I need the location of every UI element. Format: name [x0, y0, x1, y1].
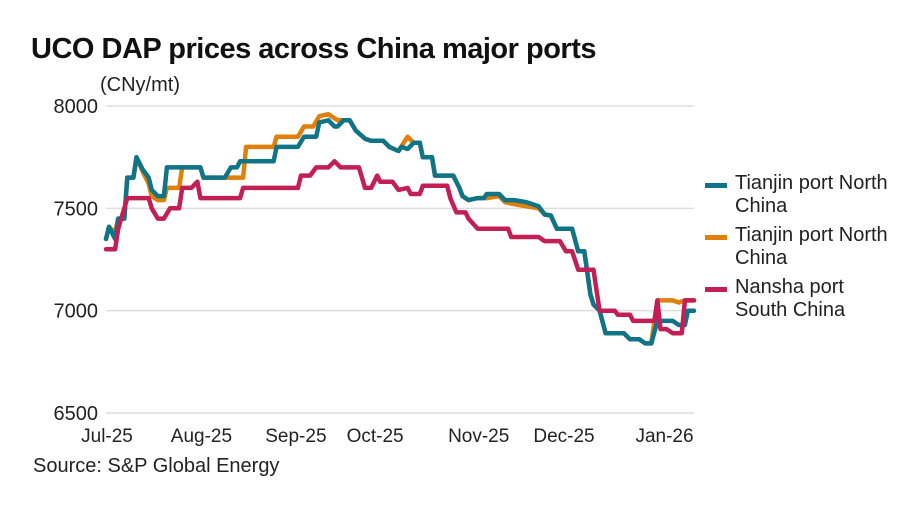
y-tick-label: 6500 — [54, 403, 99, 425]
legend-item: Tianjin port North China — [705, 224, 895, 270]
y-tick-label: 7500 — [54, 198, 99, 220]
legend-label: Tianjin port North China — [735, 172, 888, 217]
chart-title: UCO DAP prices across China major ports — [31, 33, 596, 65]
y-axis-unit-label: (CNy/mt) — [100, 74, 180, 96]
gridlines — [106, 105, 694, 414]
legend-swatch — [705, 235, 727, 240]
legend-swatch — [705, 287, 727, 292]
legend: Tianjin port North China Tianjin port Nor… — [705, 172, 895, 328]
x-tick-label: Jan-26 — [635, 426, 693, 447]
x-tick-label: Dec-25 — [533, 426, 594, 447]
series-line-1 — [103, 118, 697, 346]
legend-label: Tianjin port North China — [735, 224, 888, 269]
x-axis-ticks: Jul-25 Aug-25 Sep-25 Oct-25 Nov-25 Dec-25 Jan-… — [81, 426, 693, 447]
x-tick-label: Jul-25 — [81, 426, 133, 447]
source-note: Source: S&P Global Energy — [33, 455, 280, 477]
legend-item: Tianjin port North China — [705, 172, 895, 218]
y-tick-label: 7000 — [54, 301, 99, 323]
legend-swatch — [705, 183, 727, 188]
x-tick-label: Sep-25 — [265, 426, 326, 447]
series-line-3 — [103, 159, 697, 336]
legend-item: Nansha port South China — [705, 276, 895, 322]
x-tick-label: Aug-25 — [171, 426, 232, 447]
x-tick-label: Oct-25 — [347, 426, 404, 447]
y-axis-ticks: 8000 7500 7000 6500 — [54, 96, 99, 425]
legend-label: Nansha port South China — [735, 276, 846, 321]
x-tick-label: Nov-25 — [448, 426, 509, 447]
series-lines — [103, 111, 697, 346]
y-tick-label: 8000 — [54, 96, 99, 118]
